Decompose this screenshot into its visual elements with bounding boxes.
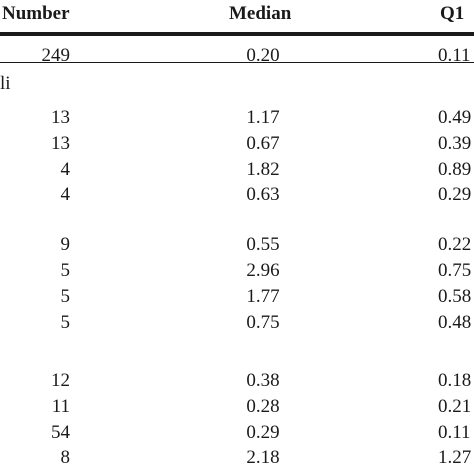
cell-number: 5 — [60, 260, 71, 281]
cell-number: 249 — [41, 45, 71, 66]
table-row: 54 0.29 0.11 — [0, 421, 474, 445]
cell-number: 11 — [51, 396, 70, 417]
group-row: li — [0, 72, 474, 96]
cell-median: 0.63 — [246, 184, 280, 205]
cell-q1: 0.18 — [438, 370, 472, 391]
cell-q1: 0.48 — [438, 312, 472, 333]
cell-q1: 0.89 — [438, 159, 472, 180]
cell-q1: 1.27 — [438, 447, 472, 468]
cell-median: 1.77 — [246, 286, 280, 307]
cell-number: 5 — [60, 286, 71, 307]
cell-q1: 0.11 — [438, 45, 471, 66]
cell-number: 13 — [51, 107, 70, 128]
cell-number: 5 — [60, 312, 71, 333]
cell-q1: 0.58 — [438, 286, 472, 307]
cell-median: 0.55 — [246, 234, 280, 255]
table-row: 11 0.28 0.21 — [0, 395, 474, 419]
cell-number: 54 — [51, 422, 70, 443]
total-rule — [0, 62, 474, 63]
group-label: li — [0, 73, 11, 94]
cell-median: 0.28 — [246, 396, 280, 417]
table-row: 5 0.75 0.48 — [0, 311, 474, 335]
cell-number: 8 — [60, 447, 71, 468]
cell-median: 0.67 — [246, 133, 280, 154]
table-row: 4 0.63 0.29 — [0, 183, 474, 207]
table-row: 4 1.82 0.89 — [0, 158, 474, 182]
table-row: 9 0.55 0.22 — [0, 233, 474, 257]
table-row: 249 0.20 0.11 — [0, 44, 474, 68]
table-row: 12 0.38 0.18 — [0, 369, 474, 393]
table-row: 13 0.67 0.39 — [0, 132, 474, 156]
cell-q1: 0.29 — [438, 184, 472, 205]
header-rule — [0, 32, 474, 36]
cell-median: 0.75 — [246, 312, 280, 333]
cell-q1: 0.21 — [438, 396, 472, 417]
cell-median: 0.20 — [246, 45, 280, 66]
cell-q1: 0.22 — [438, 234, 472, 255]
cell-number: 4 — [60, 184, 71, 205]
cell-median: 0.29 — [246, 422, 280, 443]
column-header-median: Median — [229, 3, 292, 24]
column-header-number: Number — [2, 3, 70, 24]
table-row: 5 2.96 0.75 — [0, 259, 474, 283]
cell-number: 13 — [51, 133, 70, 154]
cell-q1: 0.49 — [438, 107, 472, 128]
cell-median: 1.17 — [246, 107, 280, 128]
cell-number: 4 — [60, 159, 71, 180]
cell-number: 12 — [51, 370, 70, 391]
cell-number: 9 — [60, 234, 71, 255]
column-header-q1: Q1 — [440, 3, 465, 24]
table-row: 8 2.18 1.27 — [0, 446, 474, 470]
cell-median: 2.96 — [246, 260, 280, 281]
cell-median: 1.82 — [246, 159, 280, 180]
cell-q1: 0.39 — [438, 133, 472, 154]
cell-q1: 0.75 — [438, 260, 472, 281]
cell-q1: 0.11 — [438, 422, 471, 443]
table-row: 5 1.77 0.58 — [0, 285, 474, 309]
table-row: 13 1.17 0.49 — [0, 106, 474, 130]
cell-median: 0.38 — [246, 370, 280, 391]
cell-median: 2.18 — [246, 447, 280, 468]
